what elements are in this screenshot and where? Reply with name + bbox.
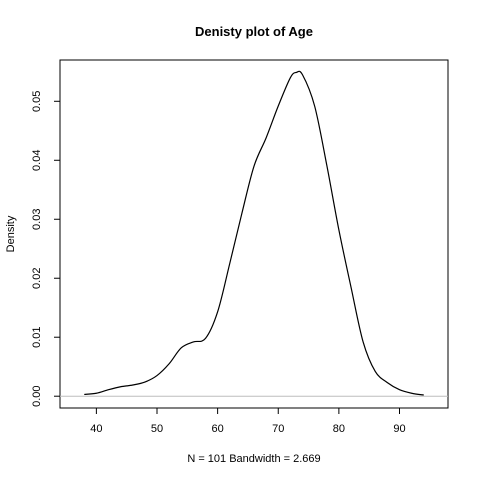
x-tick-label: 70 bbox=[272, 423, 284, 435]
y-tick-label: 0.02 bbox=[31, 268, 43, 289]
x-tick-label: 80 bbox=[333, 423, 345, 435]
y-tick-label: 0.04 bbox=[31, 150, 43, 171]
density-line bbox=[84, 70, 424, 396]
y-tick-label: 0.05 bbox=[31, 91, 43, 112]
plot-frame bbox=[59, 59, 449, 409]
x-tick-label: 90 bbox=[393, 423, 405, 435]
x-tick-label: 60 bbox=[212, 423, 224, 435]
x-axis-label: N = 101 Bandwidth = 2.669 bbox=[187, 453, 320, 465]
y-axis: 0.00 0.01 0.02 0.03 0.04 0.05 bbox=[31, 91, 60, 407]
chart-title: Denisty plot of Age bbox=[195, 24, 313, 39]
y-tick-label: 0.03 bbox=[31, 209, 43, 230]
y-tick-label: 0.00 bbox=[31, 385, 43, 406]
y-axis-label: Density bbox=[5, 215, 17, 252]
x-tick-label: 40 bbox=[90, 423, 102, 435]
y-tick-label: 0.01 bbox=[31, 327, 43, 348]
x-axis: 40 50 60 70 80 90 bbox=[90, 408, 406, 435]
x-tick-label: 50 bbox=[151, 423, 163, 435]
